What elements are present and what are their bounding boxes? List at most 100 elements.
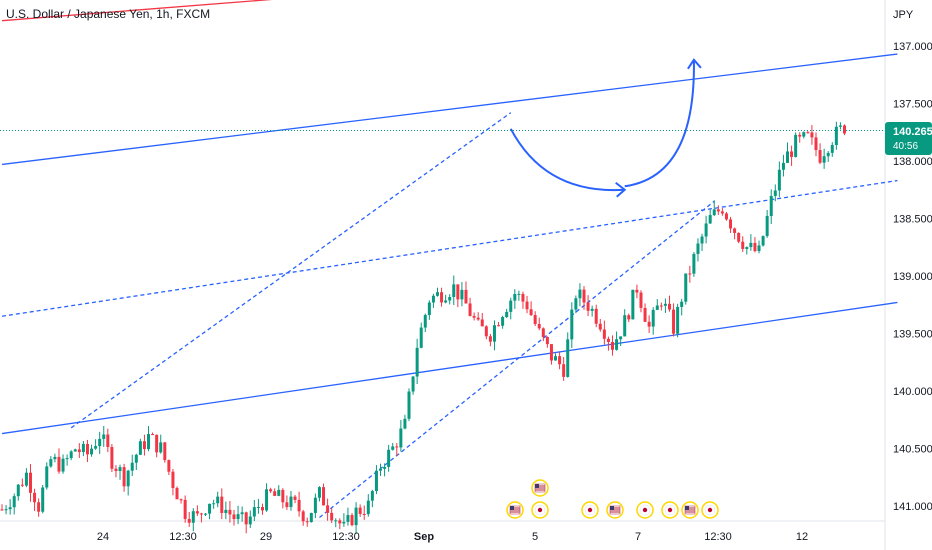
event-marker-jp[interactable] bbox=[636, 501, 654, 519]
channel-upper-line[interactable] bbox=[1, 53, 898, 166]
candle-body bbox=[374, 470, 378, 492]
projection-arrow-up[interactable] bbox=[624, 59, 695, 188]
candle-body bbox=[37, 502, 41, 512]
event-marker-us[interactable] bbox=[606, 501, 624, 519]
time-axis[interactable]: 24 12:30 29 12:30 Sep 5 7 12:30 12 bbox=[97, 531, 808, 543]
candle-body bbox=[338, 520, 342, 524]
candle-body bbox=[147, 434, 151, 450]
candle-body bbox=[456, 284, 460, 300]
rising-channel-lower-dashed[interactable] bbox=[319, 200, 715, 519]
candle-body bbox=[151, 434, 155, 436]
event-marker-jp[interactable] bbox=[701, 501, 719, 519]
candle-body bbox=[224, 509, 228, 513]
price-axis[interactable]: JPY 141.000 140.500 140.000 139.500 139.000 1… bbox=[893, 9, 932, 513]
candle-body bbox=[236, 514, 240, 520]
candle-body bbox=[606, 338, 610, 342]
candle-body bbox=[81, 443, 85, 453]
channel-midline-dashed[interactable] bbox=[1, 179, 898, 317]
candle-body bbox=[562, 364, 566, 377]
candle-body bbox=[810, 132, 814, 138]
candle-body bbox=[773, 190, 777, 196]
candle-body bbox=[403, 418, 407, 429]
candle-body bbox=[252, 507, 256, 517]
event-markers-layer[interactable] bbox=[506, 479, 719, 519]
candle-body bbox=[285, 502, 289, 508]
candle-body bbox=[350, 515, 354, 526]
event-marker-jp[interactable] bbox=[661, 501, 679, 519]
channel-lower-line[interactable] bbox=[1, 301, 898, 435]
candle-body bbox=[484, 326, 488, 337]
candle-body bbox=[179, 499, 183, 501]
candle-body bbox=[720, 211, 724, 214]
time-tick-label: 29 bbox=[260, 531, 272, 543]
candle-body bbox=[260, 507, 264, 511]
event-marker-us[interactable] bbox=[506, 501, 524, 519]
projection-arrow-down[interactable] bbox=[509, 128, 625, 192]
jp-flag-sun bbox=[707, 507, 713, 513]
candle-body bbox=[94, 446, 98, 449]
time-tick-label: Sep bbox=[414, 531, 434, 543]
resistance-trendline[interactable] bbox=[1, 0, 381, 22]
jp-flag-sun bbox=[587, 507, 593, 513]
candle-body bbox=[448, 296, 452, 301]
candle-body bbox=[330, 512, 334, 521]
candle-body bbox=[672, 309, 676, 334]
candle-body bbox=[737, 232, 741, 242]
candle-body bbox=[435, 292, 439, 296]
candle-body bbox=[488, 336, 492, 342]
candle-body bbox=[663, 303, 667, 306]
candle-body bbox=[16, 484, 20, 497]
candle-body bbox=[688, 273, 692, 275]
time-tick-label: 7 bbox=[635, 531, 641, 543]
event-marker-jp[interactable] bbox=[581, 501, 599, 519]
candle-body bbox=[110, 447, 114, 469]
symbol-title[interactable]: U.S. Dollar / Japanese Yen, 1h, FXCM bbox=[6, 7, 211, 21]
candle-body bbox=[631, 289, 635, 320]
time-tick-label: 12:30 bbox=[704, 531, 732, 543]
price-tick-label: 137.500 bbox=[893, 99, 932, 111]
candle-body bbox=[370, 491, 374, 501]
candle-body bbox=[171, 471, 175, 488]
candle-body bbox=[635, 289, 639, 293]
candle-body bbox=[623, 315, 627, 337]
event-marker-us[interactable] bbox=[681, 501, 699, 519]
candle-body bbox=[590, 308, 594, 311]
candle-body bbox=[529, 309, 533, 316]
candle-body bbox=[802, 132, 806, 137]
candle-body bbox=[497, 325, 501, 327]
candle-body bbox=[598, 323, 602, 330]
candle-body bbox=[700, 236, 704, 244]
candle-body bbox=[204, 513, 207, 515]
candle-body bbox=[12, 496, 16, 508]
candle-body bbox=[383, 466, 387, 469]
candle-body bbox=[118, 467, 122, 471]
event-marker-us[interactable] bbox=[531, 479, 549, 497]
candle-body bbox=[611, 341, 614, 350]
candle-body bbox=[163, 442, 167, 461]
candle-body bbox=[578, 289, 582, 299]
us-flag-canton bbox=[610, 506, 614, 510]
candle-body bbox=[399, 428, 403, 448]
candle-body bbox=[317, 487, 321, 498]
candle-body bbox=[20, 484, 24, 486]
candle-body bbox=[757, 245, 761, 252]
rising-channel-upper-dashed[interactable] bbox=[70, 112, 512, 429]
time-tick-label: 5 bbox=[532, 531, 538, 543]
drawing-layer[interactable] bbox=[1, 0, 898, 519]
candle-body bbox=[431, 295, 435, 303]
candle-body bbox=[106, 434, 110, 448]
event-marker-jp[interactable] bbox=[531, 501, 549, 519]
candle-body bbox=[8, 507, 12, 510]
candle-body bbox=[248, 516, 252, 525]
candle-body bbox=[313, 497, 317, 513]
price-tick-label: 137.000 bbox=[893, 41, 932, 53]
candle-body bbox=[533, 315, 537, 324]
candle-body bbox=[122, 467, 126, 487]
candle-body bbox=[77, 449, 81, 453]
candle-body bbox=[195, 511, 199, 514]
candle-body bbox=[838, 125, 842, 127]
candle-body bbox=[28, 472, 32, 493]
candle-body bbox=[696, 243, 700, 254]
